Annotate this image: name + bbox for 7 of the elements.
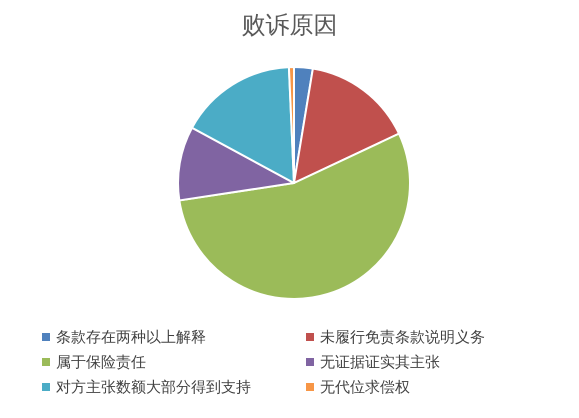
legend-label: 无证据证实其主张 [320,353,440,371]
legend-label: 对方主张数额大部分得到支持 [56,378,251,396]
legend-label: 无代位求偿权 [320,378,410,396]
legend-label: 属于保险责任 [56,353,146,371]
chart-title: 败诉原因 [242,11,338,39]
legend-label: 未履行免责条款说明义务 [320,328,485,346]
legend-label: 条款存在两种以上解释 [56,328,206,346]
